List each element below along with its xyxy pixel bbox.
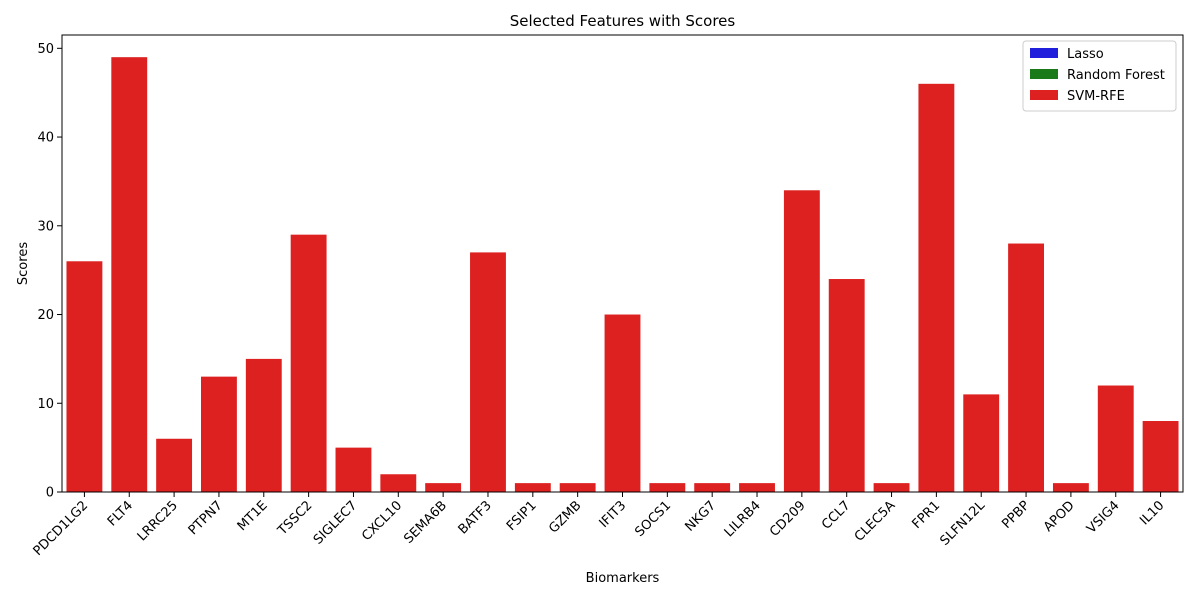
- bar-svm-rfe-sema6b: [425, 483, 462, 492]
- x-tick-label: CXCL10: [359, 498, 405, 544]
- x-tick-label: SOCS1: [632, 498, 674, 540]
- bar-svm-rfe-lrrc25: [156, 438, 193, 492]
- x-tick-label: FPR1: [910, 498, 944, 532]
- bar-svm-rfe-lilrb4: [739, 483, 775, 492]
- bar-svm-rfe-cxcl10: [380, 474, 417, 492]
- legend-swatch: [1030, 48, 1058, 58]
- bar-svm-rfe-cd209: [783, 190, 820, 492]
- x-tick-label: CCL7: [819, 498, 853, 532]
- bar-svm-rfe-ifit3: [604, 314, 641, 492]
- y-axis: 0 10 20 30 40 50: [37, 42, 62, 501]
- x-tick-label: GZMB: [546, 498, 584, 536]
- bar-svm-rfe-pdcd1lg2: [66, 261, 103, 492]
- bar-svm-rfe-ppbp: [1008, 243, 1044, 492]
- x-tick-label: PDCD1LG2: [31, 498, 92, 559]
- legend-label: SVM-RFE: [1067, 89, 1125, 104]
- bar-svm-rfe-vsig4: [1097, 385, 1134, 492]
- chart-title: Selected Features with Scores: [510, 12, 736, 30]
- bar-svm-rfe-tssc2: [290, 234, 327, 492]
- x-tick-label: SIGLEC7: [311, 498, 360, 547]
- bar-svm-rfe-slfn12l: [963, 394, 1000, 492]
- x-tick-label: APOD: [1041, 498, 1078, 535]
- bar-svm-rfe-socs1: [649, 483, 686, 492]
- y-tick-label: 50: [37, 42, 54, 57]
- bar-svm-rfe-nkg7: [694, 483, 731, 492]
- bar-svm-rfe-fpr1: [918, 83, 955, 493]
- y-tick-label: 30: [37, 219, 54, 234]
- legend-box: [1022, 40, 1177, 112]
- x-tick-label: SEMA6B: [401, 498, 450, 547]
- x-tick-label: PTPN7: [186, 498, 226, 538]
- y-tick-label: 20: [37, 308, 54, 323]
- x-tick-label: IFIT3: [597, 498, 630, 531]
- x-tick-label: MT1E: [235, 498, 271, 534]
- y-tick-label: 10: [37, 397, 54, 412]
- legend-label: Lasso: [1067, 47, 1104, 62]
- bar-svm-rfe-ccl7: [828, 279, 865, 492]
- bar-svm-rfe-il10: [1142, 421, 1179, 492]
- x-tick-label: PPBP: [999, 498, 1033, 532]
- y-tick-label: 40: [37, 131, 54, 146]
- x-tick-label: LRRC25: [135, 498, 181, 544]
- x-tick-label: TSSC2: [275, 498, 316, 539]
- bar-svm-rfe-fsip1: [514, 483, 551, 492]
- bar-svm-rfe-clec5a: [873, 483, 910, 492]
- x-tick-label: IL10: [1137, 498, 1167, 528]
- x-axis-title: Biomarkers: [586, 571, 660, 586]
- legend-label: Random Forest: [1067, 68, 1165, 83]
- x-tick-label: BATF3: [456, 498, 495, 537]
- bars: [66, 57, 1179, 493]
- bar-svm-rfe-mt1e: [245, 358, 282, 492]
- bar-svm-rfe-apod: [1052, 483, 1089, 492]
- bar-svm-rfe-flt4: [111, 57, 148, 492]
- x-tick-label: CLEC5A: [852, 498, 899, 545]
- x-tick-label: CD209: [767, 498, 809, 540]
- bar-svm-rfe-gzmb: [559, 483, 596, 492]
- legend-swatch: [1030, 69, 1058, 79]
- y-axis-title: Scores: [16, 242, 31, 285]
- x-tick-label: FSIP1: [504, 498, 540, 534]
- bar-svm-rfe-siglec7: [335, 447, 372, 492]
- x-tick-label: FLT4: [105, 498, 136, 529]
- bar-svm-rfe-batf3: [470, 252, 506, 492]
- x-tick-label: LILRB4: [722, 498, 764, 540]
- x-tick-label: SLFN12L: [938, 498, 989, 549]
- x-tick-label: VSIG4: [1084, 498, 1122, 536]
- x-tick-label: NKG7: [683, 498, 719, 534]
- bar-svm-rfe-ptpn7: [201, 376, 237, 492]
- y-tick-label: 0: [46, 486, 54, 501]
- legend: Lasso Random Forest SVM-RFE: [1022, 40, 1177, 112]
- legend-swatch: [1030, 90, 1058, 100]
